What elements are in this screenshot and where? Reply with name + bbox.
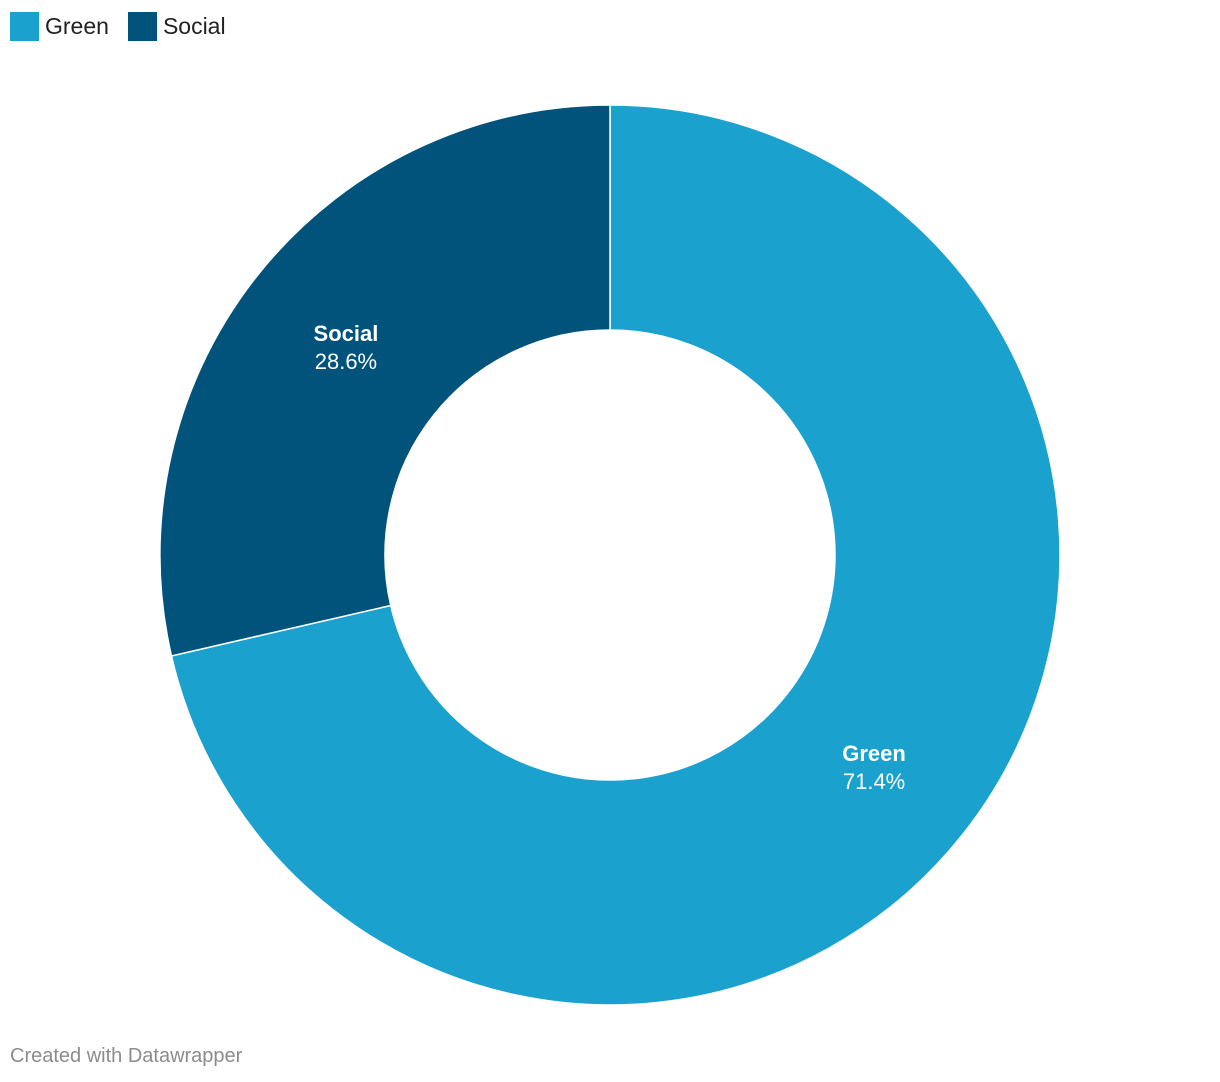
donut-slice-labels: Green 71.4% Social 28.6% xyxy=(314,321,906,794)
legend-item-green: Green xyxy=(10,12,109,41)
legend-label-social: Social xyxy=(162,13,226,39)
legend-swatch-social xyxy=(127,12,157,41)
donut-slices xyxy=(159,104,1061,1006)
slice-label-green: Green xyxy=(842,741,906,766)
slice-label-social: Social xyxy=(314,321,379,346)
datawrapper-credit: Created with Datawrapper xyxy=(10,1045,243,1067)
donut-slice-social xyxy=(159,104,611,657)
slice-value-social: 28.6% xyxy=(315,349,377,374)
legend-item-social: Social xyxy=(127,12,226,41)
legend-label-green: Green xyxy=(45,13,109,39)
donut-slice-green xyxy=(170,104,1061,1006)
slice-value-green: 71.4% xyxy=(843,769,905,794)
legend-swatch-green xyxy=(10,12,39,41)
chart-legend: Green Social xyxy=(10,12,245,41)
